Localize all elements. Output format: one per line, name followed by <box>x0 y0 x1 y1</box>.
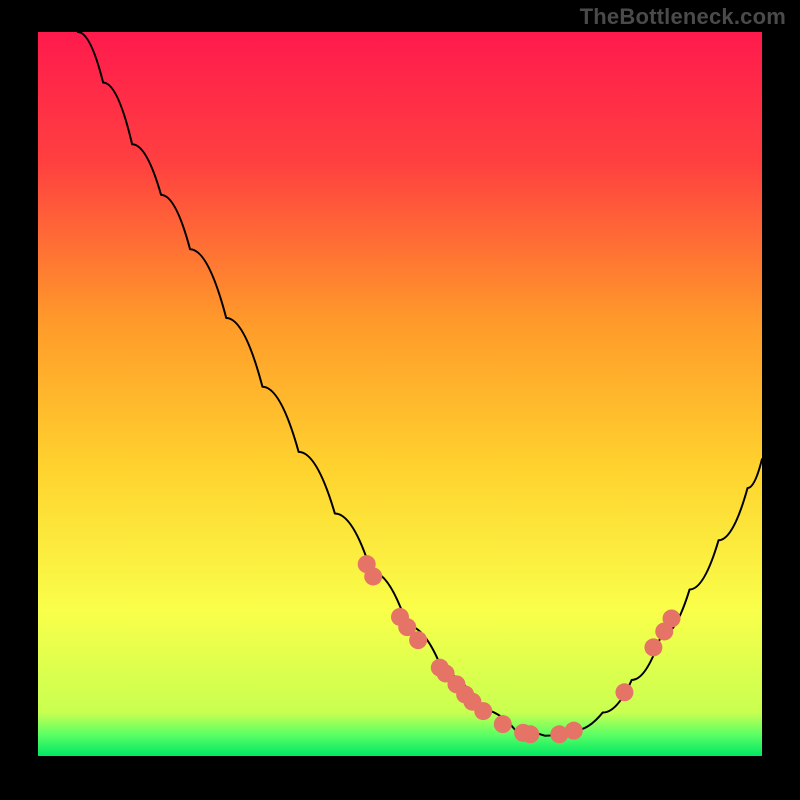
data-marker <box>364 567 382 585</box>
bottleneck-chart <box>38 32 762 756</box>
data-marker <box>644 638 662 656</box>
data-marker <box>521 725 539 743</box>
data-marker <box>409 631 427 649</box>
data-marker <box>565 722 583 740</box>
watermark-text: TheBottleneck.com <box>580 4 786 30</box>
data-marker <box>494 715 512 733</box>
data-marker <box>474 702 492 720</box>
chart-frame: TheBottleneck.com <box>0 0 800 800</box>
data-marker <box>615 683 633 701</box>
data-marker <box>663 609 681 627</box>
